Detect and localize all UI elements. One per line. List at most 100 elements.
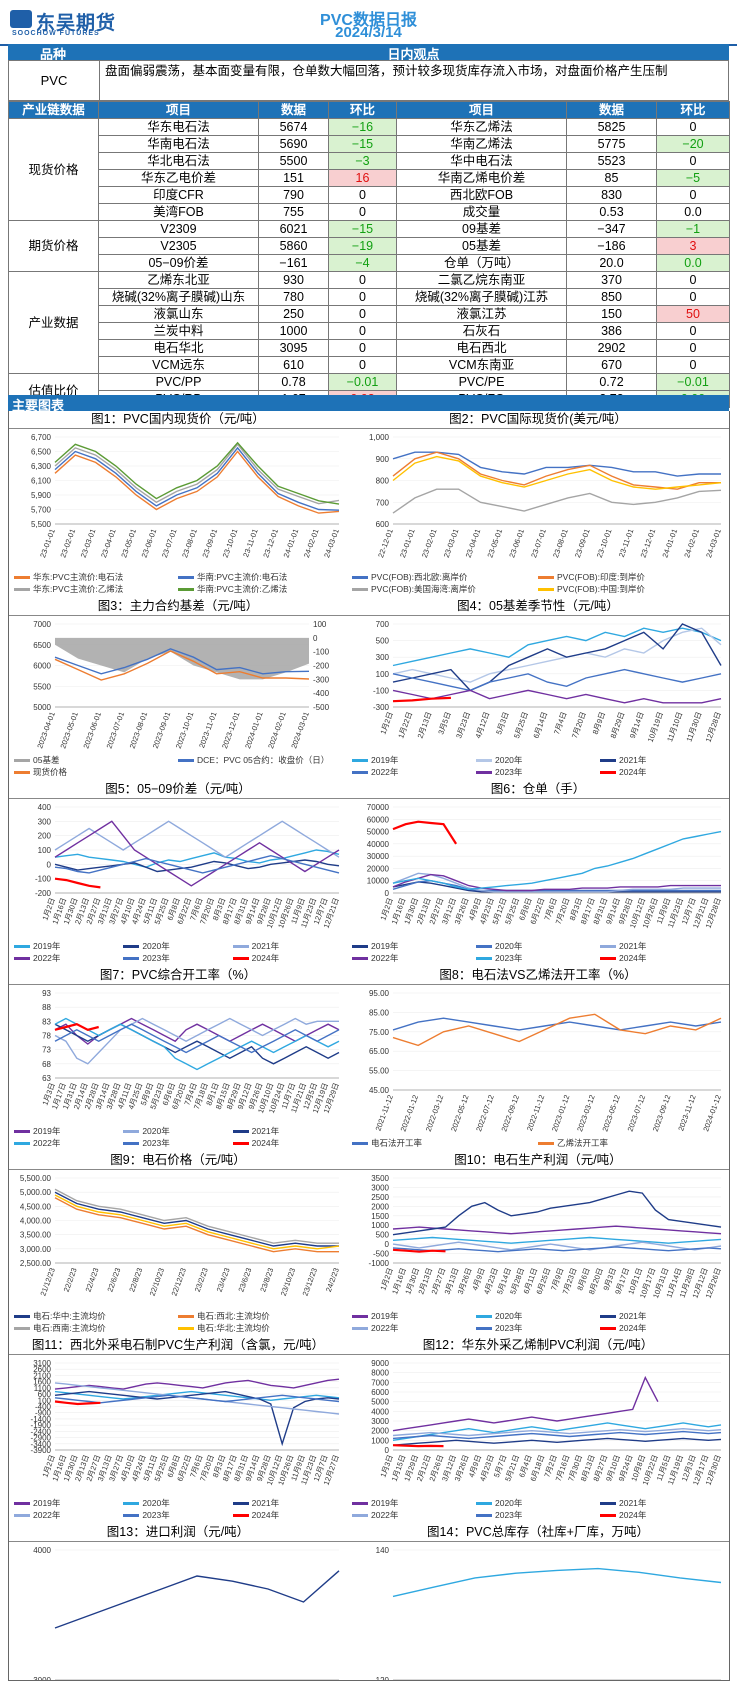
item-cell: 电石华北: [98, 339, 259, 357]
legend-swatch: [600, 759, 616, 763]
legend-swatch: [14, 759, 30, 763]
change-cell: −0.01: [656, 373, 730, 391]
item-cell: PVC/PP: [98, 373, 259, 391]
chart-legend: 2019年 2020年 2021年 2022年 2023年 2024年: [347, 753, 729, 781]
y-tick-label: 83: [42, 1017, 51, 1026]
chart-title: 图8：电石法VS乙烯法开工率（%）: [347, 967, 729, 985]
chart-legend: 2019年 2020年 2021年 2022年 2023年 2024年: [9, 939, 347, 967]
value-cell: 20.0: [566, 254, 657, 272]
legend-swatch: [232, 1514, 249, 1518]
series-line-3: [54, 1194, 340, 1250]
legend-swatch: [352, 759, 368, 763]
legend-label: 2024年: [251, 1510, 280, 1520]
x-tick-label: 23-09-01: [200, 528, 219, 559]
column-header: 产业链数据: [8, 101, 99, 119]
x-tick-label: 2024-01-12: [701, 1094, 723, 1133]
x-tick-label: 23-11-01: [241, 528, 260, 559]
value-cell: 780: [258, 288, 329, 306]
x-tick-label: 1月22日: [396, 711, 414, 740]
series-line-4: [54, 1023, 340, 1054]
legend-item: 2024年: [600, 1509, 646, 1521]
chart-svg: 6,700 6,500 6,300 6,100 5,900 5,700 5,50023-01…: [31, 433, 341, 559]
item-cell: PVC/PE: [396, 373, 567, 391]
change-cell: −1: [656, 220, 730, 238]
legend-item: 2021年: [600, 754, 646, 766]
chart-legend: 电石:华中:主流均价 电石:西北:主流均价 电石:西南:主流均价 电石:华北:主流均价: [9, 1309, 347, 1337]
chart-svg: 31002600210016001100600100-400-900-1400-…: [31, 1359, 341, 1486]
series-line-2: [54, 650, 310, 681]
value-cell: 5825: [566, 118, 657, 136]
chart-title: 图12：华东外采乙烯制PVC利润（元/吨）: [347, 1337, 729, 1355]
x-tick-label: 7月20日: [570, 711, 588, 740]
item-cell: 烧碱(32%离子膜碱)山东: [98, 288, 259, 306]
series-line-2: [392, 488, 722, 514]
legend-item: 2020年: [476, 1310, 522, 1322]
change-cell: 0: [328, 339, 397, 357]
value-cell: 2902: [566, 339, 657, 357]
table-row: VCM远东 610 0 VCM东南亚 670 0: [9, 356, 730, 374]
value-cell: 790: [258, 186, 329, 204]
change-cell: −20: [656, 135, 730, 153]
series-line-2: [392, 1190, 722, 1236]
x-tick-label: 2023-09-12: [651, 1094, 673, 1133]
legend-swatch: [232, 945, 249, 949]
value-cell: 930: [258, 271, 329, 289]
series-line-3: [392, 455, 722, 490]
legend-label: 华东:PVC主流价:电石法: [33, 572, 124, 582]
legend-item: 2023年: [123, 1509, 170, 1521]
series-line-4: [392, 1246, 722, 1253]
item-cell: 电石西北: [396, 339, 567, 357]
x-tick-label: 2022-09-12: [499, 1094, 521, 1133]
item-cell: V2309: [98, 220, 259, 238]
x-tick-label: 2023-08-01: [128, 711, 150, 750]
y-tick-label: 100: [376, 670, 390, 679]
item-cell: 西北欧FOB: [396, 186, 567, 204]
legend-label: 电石:华北:主流均价: [197, 1323, 270, 1333]
y-tick-label: 75.00: [369, 1028, 390, 1037]
table-row: 印度CFR 790 0 西北欧FOB 830 0: [9, 186, 730, 204]
legend-item: 2019年: [14, 1497, 60, 1509]
y-tick-label: 2100: [33, 1371, 51, 1380]
item-cell: 二氯乙烷东南亚: [396, 271, 567, 289]
legend-item: 2024年: [600, 1322, 646, 1334]
series-line-0: [54, 1378, 340, 1390]
chart-panel-c2: 图2：PVC国际现货价(美元/吨） 1,000 900 800 700 600 22-12-…: [347, 411, 730, 599]
legend-item: 华东:PVC主流价:电石法: [14, 571, 123, 583]
legend-swatch: [538, 576, 554, 580]
table-row: V2305 5860 −19 05基差 −186 3: [9, 237, 730, 255]
company-logo: 东吴期货 SOOCHOW FUTURES: [10, 8, 140, 38]
y-tick-label: 2600: [33, 1365, 51, 1374]
x-tick-label: 2023-09-01: [151, 711, 173, 750]
x-tick-label: 2023-03-12: [575, 1094, 597, 1133]
change-cell: 0: [328, 305, 397, 323]
legend-label: 2022年: [33, 1138, 61, 1148]
x-tick-label: 2023-07-01: [105, 711, 127, 750]
legend-swatch: [123, 957, 140, 961]
legend-swatch: [123, 945, 140, 949]
legend-label: 2024年: [619, 953, 647, 963]
chart-legend: 2019年 2020年 2021年 2022年 2023年 2024年: [9, 1496, 347, 1524]
chart-svg: 4003002001000-100-2001月2日1月16日1月30日2月13日…: [35, 803, 341, 929]
value-cell: 670: [566, 356, 657, 374]
chart-svg: 5,500.00 5,000.00 4,500.00 4,000.00 3,500.00…: [20, 1174, 341, 1297]
series-line-4: [54, 854, 340, 874]
chart-panel-c10: 图10：电石生产利润（元/吨） 3500 3000 2500 2000 1500 1000 5…: [347, 1152, 730, 1338]
x-tick-label: 23-05-01: [119, 528, 138, 559]
series-line-0: [392, 1375, 659, 1432]
legend-swatch: [14, 1502, 30, 1506]
y-tick-label: 5,700: [31, 506, 52, 515]
series-line-2: [392, 623, 722, 692]
legend-swatch: [352, 1315, 368, 1319]
y-tick-label: 5000: [33, 703, 51, 712]
series-line-5: [392, 1248, 446, 1253]
item-cell: 液氯山东: [98, 305, 259, 323]
x-tick-label: 5月3日: [494, 711, 510, 736]
legend-label: 2024年: [619, 1323, 647, 1333]
legend-label: 2020年: [495, 941, 523, 951]
x-tick-label: 23-06-01: [140, 528, 159, 559]
legend-item: 2024年: [232, 1509, 280, 1521]
change-cell: 0: [656, 271, 730, 289]
legend-item: 2024年: [232, 952, 279, 964]
chart-legend: 2019年 2020年 2021年 2022年 2023年 2024年: [347, 1309, 729, 1337]
